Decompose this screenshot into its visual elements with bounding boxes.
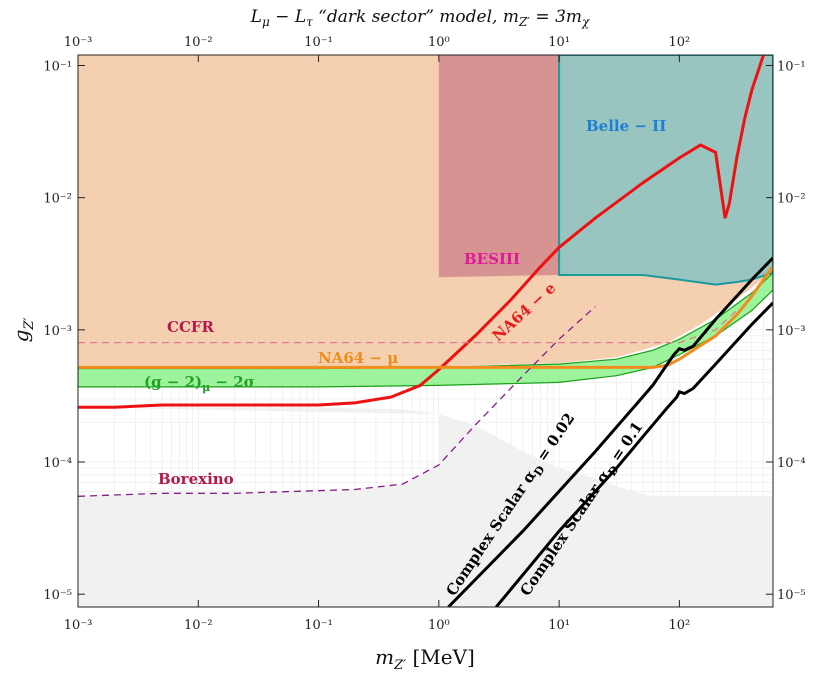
y-tick-label: 10⁻¹ — [43, 59, 72, 74]
x-tick-label: 10⁻² — [184, 618, 213, 633]
x-tick-label-top: 10⁻³ — [64, 35, 93, 50]
label-g2: (g − 2)μ − 2σ — [144, 373, 255, 394]
region-belle-ii — [558, 55, 773, 286]
exclusion-regions — [78, 55, 773, 607]
x-tick-label-top: 10¹ — [548, 35, 570, 50]
x-tick-label: 10² — [669, 618, 691, 633]
x-tick-label-top: 10⁻¹ — [304, 35, 333, 50]
y-tick-label-right: 10⁻⁴ — [777, 456, 806, 471]
x-tick-label: 10⁻³ — [64, 618, 93, 633]
y-axis-title: gZ′ — [9, 318, 37, 343]
y-tick-label: 10⁻⁵ — [43, 588, 72, 603]
x-tick-label: 10¹ — [548, 618, 570, 633]
ticks: 10⁻³ 10⁻³ 10⁻² 10⁻² 10⁻¹ 10⁻¹ 10⁰ 10⁰ 10¹ 10¹ 10² 1… — [43, 35, 805, 633]
series-borexino-dashed — [78, 306, 596, 497]
y-tick-label: 10⁻⁴ — [43, 456, 72, 471]
y-tick-label: 10⁻² — [43, 192, 72, 207]
x-tick-label: 10⁰ — [428, 618, 450, 633]
chart-title: Lμ − Lτ “dark sector” model, mZ′ = 3mχ — [250, 7, 590, 29]
y-tick-label-right: 10⁻² — [777, 192, 806, 207]
bands — [78, 271, 773, 388]
region-besiii — [438, 55, 560, 278]
band-g-2 — [78, 271, 773, 388]
x-tick-label: 10⁻¹ — [304, 618, 333, 633]
y-tick-label: 10⁻³ — [43, 324, 72, 339]
x-axis-title: mZ′ [MeV] — [375, 645, 475, 673]
label-ccfr: CCFR — [167, 318, 215, 336]
series-lines — [78, 55, 773, 607]
x-tick-label-top: 10² — [669, 35, 691, 50]
label-besiii: BESIII — [464, 250, 520, 268]
series-complex-scalar-d-0-02 — [447, 256, 773, 607]
series-na64 — [78, 265, 773, 369]
y-tick-label-right: 10⁻³ — [777, 324, 806, 339]
label-belle: Belle − II — [586, 117, 666, 135]
x-tick-label-top: 10⁻² — [184, 35, 213, 50]
y-tick-label-right: 10⁻⁵ — [777, 588, 806, 603]
label-borexino: Borexino — [158, 470, 234, 488]
series-na64-e — [78, 55, 765, 409]
x-tick-label-top: 10⁰ — [428, 35, 450, 50]
series-ccfr-dashed — [78, 310, 738, 344]
plot-frame — [77, 54, 774, 608]
y-tick-label-right: 10⁻¹ — [777, 59, 806, 74]
series-complex-scalar-d-0-1 — [495, 301, 773, 607]
label-na64-mu: NA64 − μ — [318, 349, 398, 367]
region-borexino — [78, 407, 773, 607]
plot-area — [78, 55, 773, 607]
